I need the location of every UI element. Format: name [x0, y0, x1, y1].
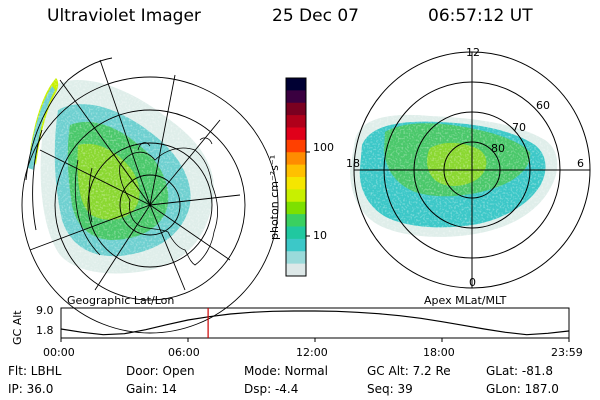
altitude-plot-frame [60, 307, 570, 339]
mlat-label-70: 70 [512, 121, 526, 134]
door-value: Door: Open [126, 364, 195, 378]
glon-value: GLon: 187.0 [486, 382, 559, 396]
time-tick-0600: 06:00 [168, 346, 200, 359]
observation-time: 06:57:12 UT [428, 6, 533, 26]
mlt-label-0: 0 [469, 276, 476, 289]
time-tick-2359: 23:59 [551, 346, 583, 359]
left-panel-label: Geographic Lat/Lon [67, 294, 175, 307]
ip-value: IP: 36.0 [8, 382, 54, 396]
mlt-label-6: 6 [577, 157, 584, 170]
right-panel-label: Apex MLat/MLT [424, 294, 507, 307]
mlat-label-60: 60 [536, 99, 550, 112]
mode-value: Mode: Normal [244, 364, 328, 378]
time-tick-0000: 00:00 [43, 346, 75, 359]
altitude-curve [60, 310, 569, 336]
glat-value: GLat: -81.8 [486, 364, 553, 378]
mlt-label-18: 18 [346, 157, 360, 170]
mlat-label-80: 80 [491, 142, 505, 155]
seq-value: Seq: 39 [367, 382, 413, 396]
altitude-tick-high: 9.0 [36, 304, 54, 317]
altitude-tick-low: 1.8 [36, 324, 54, 337]
time-tick-1200: 12:00 [296, 346, 328, 359]
altitude-x-ticks [60, 338, 570, 342]
dsp-value: Dsp: -4.4 [244, 382, 299, 396]
mlt-label-12: 12 [466, 46, 480, 59]
time-tick-1800: 18:00 [423, 346, 455, 359]
instrument-title: Ultraviolet Imager [47, 6, 201, 26]
observation-date: 25 Dec 07 [272, 6, 359, 26]
gc-alt-value: GC Alt: 7.2 Re [367, 364, 451, 378]
gain-value: Gain: 14 [126, 382, 177, 396]
colorbar-tick-10: 10 [313, 229, 327, 242]
filter-value: Flt: LBHL [8, 364, 62, 378]
colorbar-tick-100: 100 [313, 141, 334, 154]
